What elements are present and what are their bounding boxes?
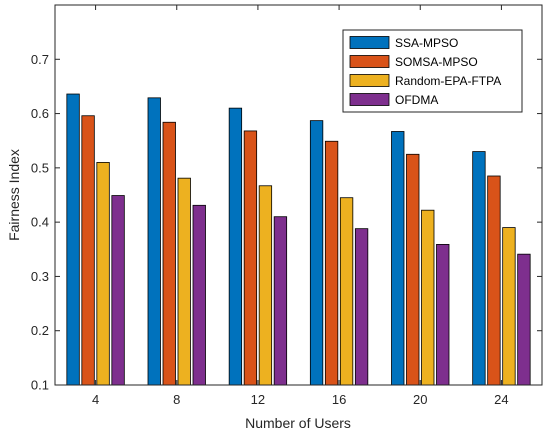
y-tick-label: 0.3 [31,269,49,284]
legend: SSA-MPSO SOMSA-MPSO Random-EPA-FTPA OFDMA [342,29,523,113]
bar-ofdma-16 [354,228,369,386]
bar-somsa-mpso-24 [487,175,501,386]
legend-label: SSA-MPSO [395,36,458,50]
x-tick-label: 20 [413,392,427,407]
bar-random-epa-ftpa-12 [258,185,273,386]
legend-swatch [349,93,390,106]
bar-ssa-mpso-4 [66,93,80,386]
y-tick-label: 0.1 [31,378,49,393]
legend-swatch [349,55,390,68]
y-tick-label: 0.4 [31,215,49,230]
bar-random-epa-ftpa-24 [502,227,516,386]
axes-group [54,4,543,386]
bar-ofdma-12 [273,216,288,386]
x-tick-label: 24 [494,392,508,407]
y-tick-label: 0.2 [31,323,49,338]
legend-label: OFDMA [395,93,438,107]
bar-ofdma-24 [517,253,531,386]
x-tick-label: 8 [173,392,180,407]
y-tick-label: 0.5 [31,160,49,175]
bar-somsa-mpso-4 [81,115,95,386]
bar-ssa-mpso-8 [147,97,161,386]
bar-ofdma-4 [111,195,125,386]
legend-label: Random-EPA-FTPA [395,74,501,88]
bar-ssa-mpso-24 [472,151,486,386]
bar-ssa-mpso-20 [391,131,405,386]
y-tick-label: 0.7 [31,52,49,67]
bar-random-epa-ftpa-4 [96,162,110,386]
bar-ssa-mpso-16 [309,120,324,386]
legend-swatch [349,36,390,49]
legend-label: SOMSA-MPSO [395,55,478,69]
legend-swatch [349,74,390,87]
bars-group [66,93,531,386]
axes-box [54,4,543,386]
x-axis-label: Number of Users [245,415,351,431]
ticks-group: 0.1 0.2 0.3 0.4 0.5 0.6 0.7 4 8 12 16 20 24 [31,5,542,407]
x-tick-label: 4 [92,392,99,407]
bar-somsa-mpso-12 [243,130,258,386]
x-tick-label: 12 [251,392,265,407]
bar-ofdma-8 [192,204,206,386]
bar-somsa-mpso-16 [324,140,339,386]
bar-random-epa-ftpa-16 [339,197,354,386]
bar-somsa-mpso-20 [406,153,420,386]
bar-ofdma-20 [436,243,450,386]
y-axis-label: Fairness Index [6,149,22,241]
bar-ssa-mpso-12 [228,107,243,386]
bar-random-epa-ftpa-20 [421,209,435,386]
bar-random-epa-ftpa-8 [177,177,191,386]
x-tick-label: 16 [332,392,346,407]
bar-somsa-mpso-8 [162,121,176,386]
y-tick-label: 0.6 [31,106,49,121]
